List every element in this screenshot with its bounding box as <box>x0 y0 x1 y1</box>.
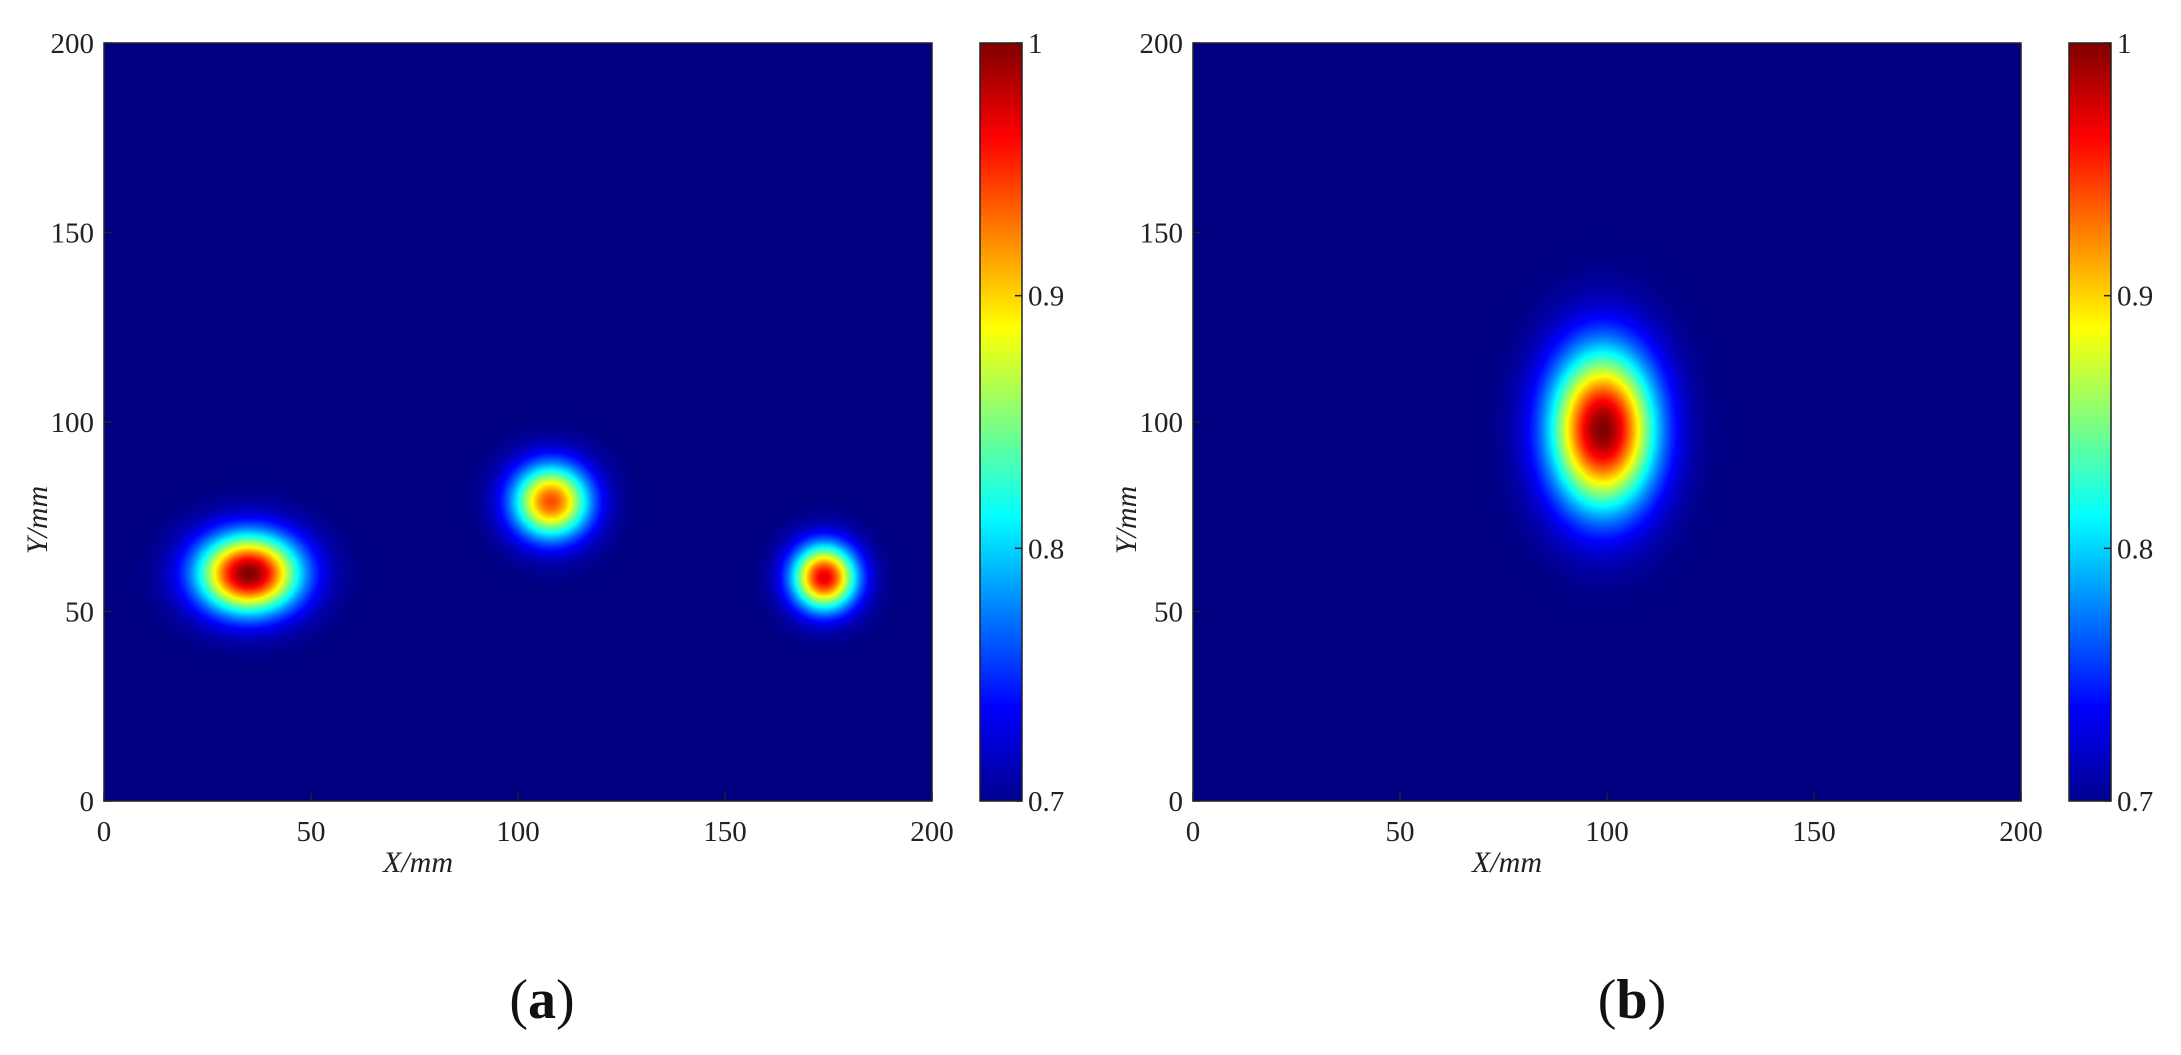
x-tick-label: 200 <box>1999 816 2043 848</box>
panel-label-a: (a) <box>509 969 574 1031</box>
colorbar-tick-label: 1 <box>2117 28 2132 60</box>
y-tick-label: 100 <box>51 407 95 439</box>
colorbar-tick-label: 0.8 <box>2117 533 2153 565</box>
colorbar-tick-label: 1 <box>1028 28 1043 60</box>
y-tick-label: 100 <box>1140 407 1184 439</box>
panel-letter-a: a <box>528 969 556 1031</box>
colorbar-tick-label: 0.9 <box>2117 281 2153 313</box>
x-tick-label: 100 <box>496 816 540 848</box>
x-tick-label: 200 <box>910 816 954 848</box>
y-axis-label-a: Y/mm <box>21 486 54 554</box>
ticks-a: 0 50 100 150 200 0 50 100 150 200 <box>51 28 954 848</box>
colorbar-tick-label: 0.7 <box>2117 786 2153 818</box>
colorbar-tick-label: 0.9 <box>1028 281 1064 313</box>
y-tick-label: 150 <box>51 218 95 250</box>
colorbar-ticks-a: 0.7 0.8 0.9 1 <box>1015 28 1064 818</box>
y-tick-label: 200 <box>51 28 95 60</box>
x-axis-label-a: X/mm <box>382 846 453 879</box>
colorbar-frame-a <box>979 42 1023 802</box>
x-tick-label: 150 <box>1792 816 1836 848</box>
colorbar-frame-b <box>2068 42 2112 802</box>
colorbar-tick-label: 0.7 <box>1028 786 1064 818</box>
colorbar-tick-label: 0.8 <box>1028 533 1064 565</box>
x-tick-label: 0 <box>97 816 112 848</box>
panel-letter-b: b <box>1616 969 1647 1031</box>
colorbar-ticks-b: 0.7 0.8 0.9 1 <box>2104 28 2153 818</box>
y-tick-label: 150 <box>1140 218 1184 250</box>
colorbar-b <box>2069 43 2111 801</box>
heatmap-b <box>1193 43 2021 801</box>
panel-label-b: (b) <box>1598 969 1666 1031</box>
heatmap-a <box>104 43 932 801</box>
x-tick-label: 0 <box>1186 816 1201 848</box>
y-tick-label: 50 <box>65 597 94 629</box>
y-axis-label-b: Y/mm <box>1110 486 1143 554</box>
x-tick-label: 100 <box>1585 816 1629 848</box>
x-tick-label: 50 <box>1386 816 1415 848</box>
y-tick-label: 0 <box>80 786 95 818</box>
y-tick-label: 50 <box>1154 597 1183 629</box>
y-tick-label: 0 <box>1169 786 1184 818</box>
x-tick-label: 50 <box>297 816 326 848</box>
y-tick-label: 200 <box>1140 28 1184 60</box>
colorbar-a <box>980 43 1022 801</box>
ticks-b: 0 50 100 150 200 0 50 100 150 200 <box>1140 28 2043 848</box>
x-tick-label: 150 <box>703 816 747 848</box>
x-axis-label-b: X/mm <box>1471 846 1542 879</box>
